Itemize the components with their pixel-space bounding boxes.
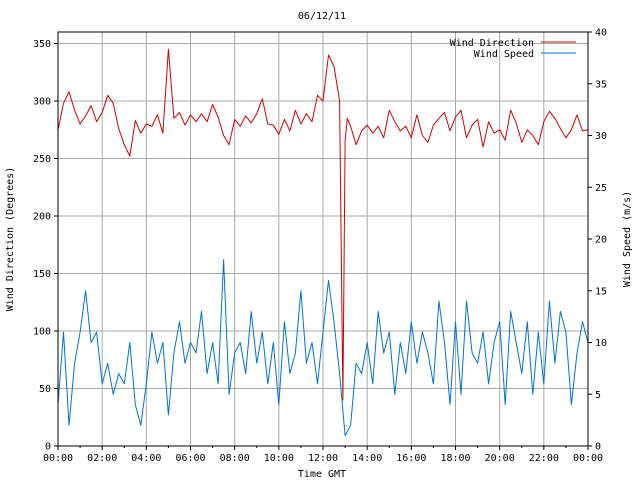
y-right-tick-label: 35 xyxy=(595,79,607,90)
y-right-tick-label: 5 xyxy=(595,390,601,401)
x-axis-label: Time GMT xyxy=(298,469,346,480)
legend-label-speed: Wind Speed xyxy=(474,49,534,60)
x-tick-label: 06:00 xyxy=(175,453,205,464)
y-axis-left-label: Wind Direction (Degrees) xyxy=(5,167,16,312)
y-right-tick-label: 0 xyxy=(595,442,601,453)
y-left-tick-label: 300 xyxy=(33,97,51,108)
y-left-tick-label: 200 xyxy=(33,212,51,223)
y-right-tick-label: 25 xyxy=(595,183,607,194)
y-right-tick-label: 20 xyxy=(595,235,607,246)
y-left-tick-label: 100 xyxy=(33,327,51,338)
series-layer xyxy=(57,48,589,437)
legend: Wind Direction Wind Speed xyxy=(450,38,576,60)
y-right-tick-label: 10 xyxy=(595,338,607,349)
x-tick-label: 00:00 xyxy=(43,453,73,464)
y-right-tick-label: 30 xyxy=(595,131,607,142)
x-tick-label: 10:00 xyxy=(264,453,294,464)
y-left-tick-label: 50 xyxy=(39,384,51,395)
legend-label-direction: Wind Direction xyxy=(450,38,534,49)
series-line-wind-direction xyxy=(57,48,589,401)
x-tick-label: 20:00 xyxy=(485,453,515,464)
chart-title: 06/12/11 xyxy=(298,11,346,22)
x-tick-label: 04:00 xyxy=(131,453,161,464)
y-left-tick-label: 0 xyxy=(45,442,51,453)
axis-ticks: 00:00 02:00 04:00 06:00 08:00 10:00 12:00 14:00… xyxy=(33,28,607,465)
y-axis-right-label: Wind Speed (m/s) xyxy=(622,191,633,287)
series-line-wind-speed xyxy=(57,259,589,437)
x-tick-label: 08:00 xyxy=(220,453,250,464)
x-tick-label: 18:00 xyxy=(440,453,470,464)
x-tick-label: 14:00 xyxy=(352,453,382,464)
y-left-tick-label: 250 xyxy=(33,154,51,165)
y-right-tick-label: 40 xyxy=(595,28,607,39)
x-tick-label: 00:00 xyxy=(573,453,603,464)
x-tick-label: 02:00 xyxy=(87,453,117,464)
y-right-tick-label: 15 xyxy=(595,286,607,297)
x-tick-label: 22:00 xyxy=(529,453,559,464)
x-tick-label: 16:00 xyxy=(396,453,426,464)
grid-lines xyxy=(58,32,588,446)
y-left-tick-label: 350 xyxy=(33,39,51,50)
y-left-tick-label: 150 xyxy=(33,269,51,280)
x-tick-label: 12:00 xyxy=(308,453,338,464)
